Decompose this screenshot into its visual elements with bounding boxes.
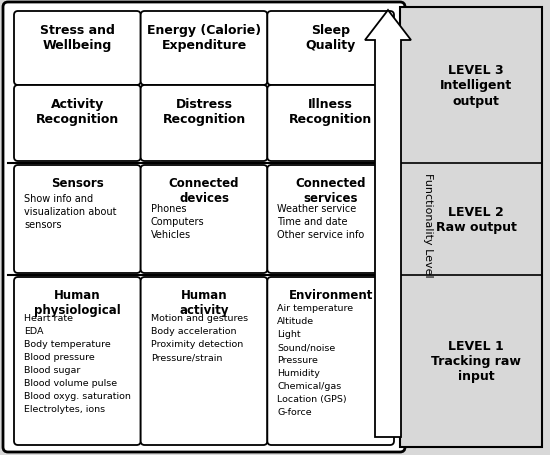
Text: Connected
devices: Connected devices (169, 177, 239, 205)
Text: Activity
Recognition: Activity Recognition (36, 98, 119, 126)
FancyBboxPatch shape (267, 278, 394, 445)
Text: Light: Light (277, 329, 301, 339)
Text: Proximity detection: Proximity detection (151, 339, 243, 349)
Text: visualization about: visualization about (24, 207, 117, 217)
Text: Human
physiological: Human physiological (34, 288, 120, 316)
FancyBboxPatch shape (14, 86, 141, 162)
Text: Blood volume pulse: Blood volume pulse (24, 379, 117, 388)
Text: Environment: Environment (289, 288, 373, 301)
Text: Stress and
Wellbeing: Stress and Wellbeing (40, 24, 115, 52)
Text: Pressure: Pressure (277, 355, 318, 364)
Text: Chemical/gas: Chemical/gas (277, 381, 342, 390)
FancyBboxPatch shape (14, 12, 141, 86)
Text: Altitude: Altitude (277, 317, 315, 326)
FancyBboxPatch shape (141, 166, 267, 273)
Text: Illness
Recognition: Illness Recognition (289, 98, 372, 126)
Text: Blood sugar: Blood sugar (24, 365, 80, 374)
Text: Pressure/strain: Pressure/strain (151, 353, 222, 361)
Text: Blood pressure: Blood pressure (24, 353, 95, 361)
Text: LEVEL 2
Raw output: LEVEL 2 Raw output (436, 206, 516, 233)
Text: Body acceleration: Body acceleration (151, 327, 236, 335)
Text: Time and date: Time and date (277, 217, 348, 227)
Text: Vehicles: Vehicles (151, 230, 191, 240)
Text: Functionality Level: Functionality Level (423, 173, 433, 277)
Text: EDA: EDA (24, 327, 43, 335)
Text: sensors: sensors (24, 220, 62, 230)
Text: Motion and gestures: Motion and gestures (151, 313, 248, 323)
Text: Sound/noise: Sound/noise (277, 343, 336, 352)
Text: Sleep
Quality: Sleep Quality (306, 24, 356, 52)
Text: LEVEL 1
Tracking raw
input: LEVEL 1 Tracking raw input (431, 340, 521, 383)
FancyBboxPatch shape (14, 166, 141, 273)
Text: Electrolytes, ions: Electrolytes, ions (24, 404, 105, 414)
Text: Show info and: Show info and (24, 194, 93, 204)
Text: Other service info: Other service info (277, 230, 365, 240)
Text: Energy (Calorie)
Expenditure: Energy (Calorie) Expenditure (147, 24, 261, 52)
FancyBboxPatch shape (267, 86, 394, 162)
Text: Computers: Computers (151, 217, 204, 227)
FancyBboxPatch shape (141, 12, 267, 86)
Text: Weather service: Weather service (277, 204, 356, 213)
Text: Humidity: Humidity (277, 369, 320, 378)
FancyBboxPatch shape (267, 166, 394, 273)
Text: Human
activity: Human activity (179, 288, 229, 316)
Text: Blood oxyg. saturation: Blood oxyg. saturation (24, 391, 131, 400)
Text: Connected
services: Connected services (295, 177, 366, 205)
Text: Air temperature: Air temperature (277, 303, 354, 313)
FancyBboxPatch shape (14, 278, 141, 445)
Text: Phones: Phones (151, 204, 186, 213)
Text: Sensors: Sensors (51, 177, 104, 190)
FancyBboxPatch shape (141, 86, 267, 162)
FancyBboxPatch shape (400, 8, 542, 447)
Text: Body temperature: Body temperature (24, 339, 111, 349)
Text: Distress
Recognition: Distress Recognition (162, 98, 246, 126)
Text: G-force: G-force (277, 407, 312, 416)
FancyBboxPatch shape (141, 278, 267, 445)
Text: Location (GPS): Location (GPS) (277, 394, 347, 404)
FancyBboxPatch shape (267, 12, 394, 86)
Text: LEVEL 3
Intelligent
output: LEVEL 3 Intelligent output (440, 64, 512, 107)
Text: Heart rate: Heart rate (24, 313, 73, 323)
FancyArrow shape (365, 11, 411, 437)
FancyBboxPatch shape (3, 3, 405, 452)
